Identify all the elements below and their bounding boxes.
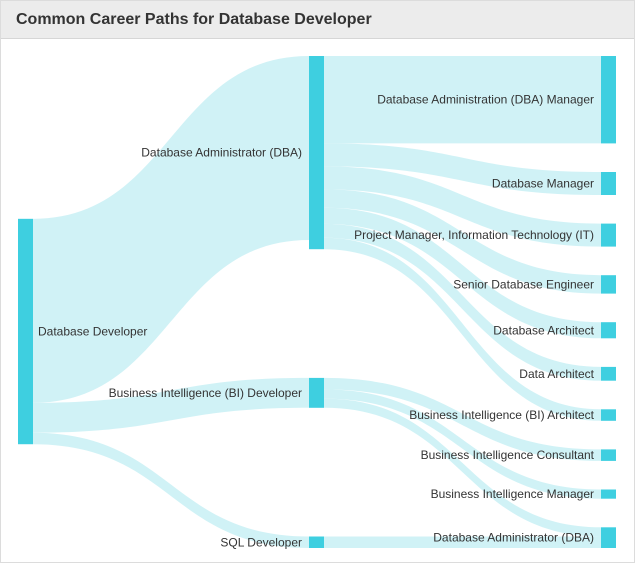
link-database-administrator-dba-to-senior-database-engineer[interactable] [324, 189, 601, 294]
link-database-administrator-dba-to-business-intelligence-bi-architect[interactable] [324, 237, 601, 421]
node-sql-developer-col1[interactable] [309, 536, 324, 549]
chart-title: Common Career Paths for Database Develop… [16, 11, 372, 28]
node-database-administrator-dba-col1[interactable] [309, 56, 324, 250]
node-label-data-architect-col2: Data Architect [519, 367, 594, 381]
link-database-administrator-dba-to-database-manager[interactable] [324, 143, 601, 195]
node-database-administration-dba-manager-col2[interactable] [601, 56, 616, 144]
node-label-sql-developer-col1: SQL Developer [220, 535, 302, 549]
node-database-developer-col0[interactable] [18, 218, 33, 445]
node-business-intelligence-manager-col2[interactable] [601, 489, 616, 499]
card-header: Common Career Paths for Database Develop… [1, 1, 634, 39]
link-sql-developer-to-database-administrator-dba[interactable] [324, 536, 601, 549]
node-label-database-administrator-dba-col1: Database Administrator (DBA) [141, 146, 302, 160]
node-business-intelligence-bi-developer-col1[interactable] [309, 377, 324, 408]
node-database-architect-col2[interactable] [601, 322, 616, 339]
link-database-administrator-dba-to-data-architect[interactable] [324, 223, 601, 381]
node-project-manager-information-technology-it-col2[interactable] [601, 223, 616, 247]
node-data-architect-col2[interactable] [601, 366, 616, 381]
node-label-database-administrator-dba-col2: Database Administrator (DBA) [433, 531, 594, 545]
link-database-developer-to-database-administrator-dba[interactable] [33, 56, 309, 403]
link-business-intelligence-bi-developer-to-business-intelligence-manager[interactable] [324, 389, 601, 499]
sankey-links [33, 56, 601, 548]
node-label-database-architect-col2: Database Architect [493, 323, 594, 337]
node-senior-database-engineer-col2[interactable] [601, 275, 616, 294]
node-label-business-intelligence-bi-developer-col1: Business Intelligence (BI) Developer [109, 386, 302, 400]
sankey-labels: Database Developer Database Administrator… [38, 93, 595, 550]
node-label-database-administration-dba-manager-col2: Database Administration (DBA) Manager [377, 93, 594, 107]
node-label-project-manager-information-technology-it-col2: Project Manager, Information Technology … [354, 228, 594, 242]
node-label-senior-database-engineer-col2: Senior Database Engineer [453, 277, 594, 291]
link-database-administrator-dba-to-database-architect[interactable] [324, 207, 601, 339]
node-label-business-intelligence-manager-col2: Business Intelligence Manager [431, 487, 594, 501]
node-business-intelligence-consultant-col2[interactable] [601, 449, 616, 461]
link-database-developer-to-business-intelligence-bi-developer[interactable] [33, 377, 309, 433]
node-label-database-developer-col0: Database Developer [38, 325, 147, 339]
node-label-database-manager-col2: Database Manager [492, 177, 594, 191]
link-business-intelligence-bi-developer-to-database-administrator-dba[interactable] [324, 398, 601, 537]
sankey-nodes [18, 56, 616, 548]
link-database-administrator-dba-to-project-manager-information-technology-it[interactable] [324, 166, 601, 247]
link-database-administrator-dba-to-database-administration-dba-manager[interactable] [324, 56, 601, 144]
node-label-business-intelligence-bi-architect-col2: Business Intelligence (BI) Architect [409, 408, 594, 422]
node-business-intelligence-bi-architect-col2[interactable] [601, 409, 616, 421]
node-database-manager-col2[interactable] [601, 172, 616, 195]
node-label-business-intelligence-consultant-col2: Business Intelligence Consultant [421, 448, 595, 462]
node-database-administrator-dba-col2[interactable] [601, 527, 616, 548]
link-business-intelligence-bi-developer-to-business-intelligence-consultant[interactable] [324, 377, 601, 461]
link-database-developer-to-sql-developer[interactable] [33, 432, 309, 548]
